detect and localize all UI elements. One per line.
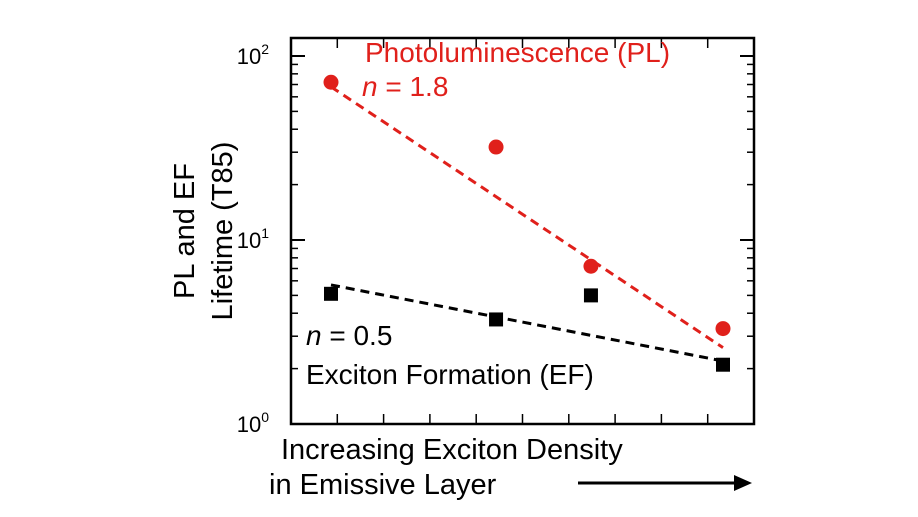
data-marks xyxy=(323,74,731,372)
ef-data-point xyxy=(716,357,730,372)
ef-data-point xyxy=(583,288,598,303)
x-axis-ticks xyxy=(336,38,709,424)
y-axis-label-line1: PL and EF xyxy=(169,163,201,299)
y-axis-label: PL and EF Lifetime (T85) xyxy=(169,142,239,321)
pl-data-point xyxy=(583,258,599,274)
y-tick-label: 100 xyxy=(237,409,269,437)
x-axis-label-line1: Increasing Exciton Density xyxy=(281,434,623,466)
fit-line-pl xyxy=(330,85,724,349)
pl-series-label: Photoluminescence (PL) xyxy=(365,37,670,68)
y-tick-label: 101 xyxy=(237,225,269,253)
ef-series-label: Exciton Formation (EF) xyxy=(306,359,594,390)
ef-data-point xyxy=(324,286,338,301)
x-axis-label-line2: in Emissive Layer xyxy=(269,469,497,501)
pl-data-point xyxy=(323,74,339,90)
ef-data-point xyxy=(489,312,504,327)
pl-data-point xyxy=(488,139,504,155)
fit-lines xyxy=(330,85,724,363)
y-axis-ticks: 100 101 102 xyxy=(237,41,754,437)
fit-line-ef xyxy=(330,283,724,363)
y-tick-label: 102 xyxy=(237,41,269,69)
y-axis-label-line2: Lifetime (T85) xyxy=(207,142,239,321)
pl-slope-label: n = 1.8 xyxy=(362,71,448,102)
pl-data-point xyxy=(715,321,731,337)
ef-slope-label: n = 0.5 xyxy=(306,320,392,351)
x-direction-arrow-icon xyxy=(734,475,752,491)
